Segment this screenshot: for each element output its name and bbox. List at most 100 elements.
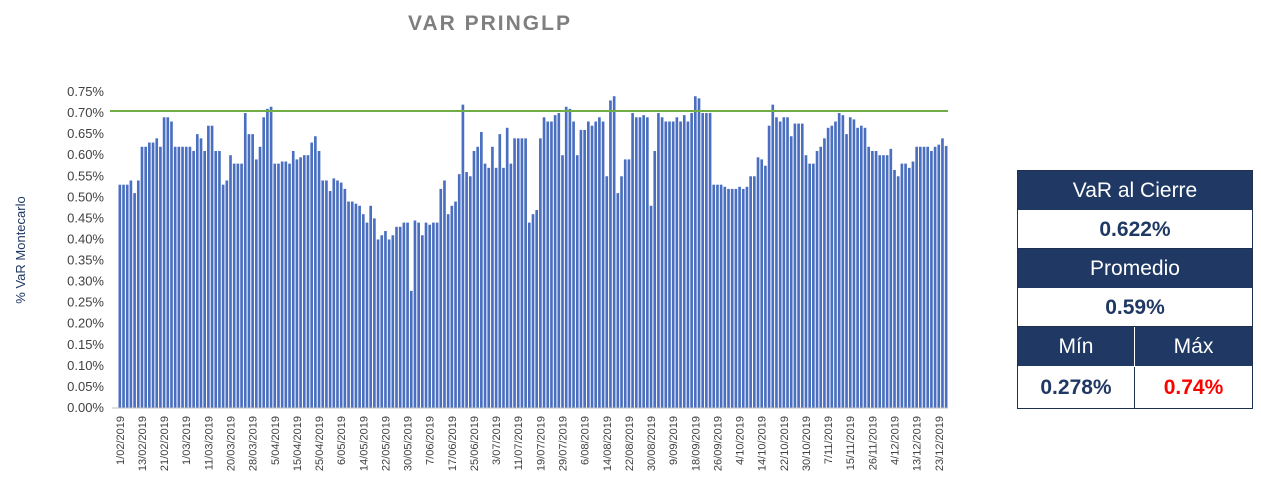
bar [904,163,907,408]
bar [598,117,601,408]
bar [516,138,520,408]
bar [557,113,561,409]
bar [941,138,944,408]
bar [609,100,612,408]
bar [365,222,369,408]
y-tick-label: 0.35% [67,253,104,268]
bar [225,180,229,408]
bar [491,146,494,409]
bar [184,146,188,409]
y-tick-label: 0.60% [67,147,104,162]
bar [384,231,387,408]
bar [812,163,815,408]
bar [195,134,199,408]
y-tick-label: 0.65% [67,126,104,141]
bar [476,146,479,409]
x-tick-label: 7/06/2019 [425,416,437,465]
bar [465,172,468,408]
bar [819,146,823,409]
bar [159,146,162,409]
bar [741,188,745,408]
bar [723,186,727,408]
bar [243,113,247,409]
x-tick-label: 7/11/2019 [823,416,835,464]
bar [284,161,288,408]
bar [203,150,207,408]
bar [136,180,140,408]
bar [583,129,586,409]
bar [391,235,395,408]
bar [125,184,129,408]
bar [863,127,867,409]
x-tick-label: 14/10/2019 [757,416,769,471]
bar [535,209,539,408]
x-tick-label: 26/11/2019 [867,416,879,470]
bar [760,159,764,408]
bar [317,150,321,408]
y-tick-label: 0.20% [67,316,104,331]
bar [144,146,147,409]
bar [568,108,572,408]
bar [778,121,782,408]
bar [874,150,878,408]
bar [428,224,432,408]
bar [395,226,398,408]
bar [553,115,557,408]
bar [439,188,443,408]
bar [299,157,302,408]
bar [594,121,598,408]
bar [409,290,413,408]
bar [358,205,361,408]
bar [907,167,911,408]
bar [605,176,609,408]
bar [634,117,638,408]
bar [509,163,513,408]
x-tick-label: 25/06/2019 [469,416,481,471]
x-tick-label: 4/10/2019 [735,416,747,465]
bar [314,136,317,409]
y-tick-label: 0.10% [67,358,104,373]
bar [693,96,697,409]
x-tick-label: 6/08/2019 [580,416,592,465]
minmax-header: Mín Máx [1018,327,1252,367]
x-tick-label: 11/03/2019 [203,416,215,470]
y-tick-label: 0.05% [67,379,104,394]
bar [627,159,631,408]
x-tick-label: 13/02/2019 [137,416,149,471]
bar [679,121,682,408]
bar [118,184,122,408]
bar [483,163,487,408]
bar [133,193,136,408]
x-tick-label: 14/05/2019 [358,416,370,471]
bar [347,201,350,408]
bar [421,235,424,408]
bar [354,203,358,408]
bar [701,113,705,409]
bar [657,113,660,409]
bar [561,155,564,408]
bar [424,222,428,408]
bar [432,222,435,408]
bar [749,176,752,408]
bar [922,146,926,409]
bar [575,155,579,408]
x-tick-label: 30/10/2019 [801,416,813,471]
bar [258,146,262,409]
x-tick-label: 14/08/2019 [602,416,614,471]
bar [631,113,634,409]
bar [716,184,719,408]
chart: VAR PRINGLP % VaR Montecarlo 0.00% 0.05% 0… [13,12,948,471]
bar [472,150,476,408]
x-tick-label: 15/04/2019 [292,416,304,471]
bar [277,163,280,408]
bar [207,125,210,408]
bar [417,222,420,408]
y-tick-label: 0.30% [67,274,104,289]
x-tick-label: 25/04/2019 [314,416,326,471]
bar [793,123,797,408]
x-tick-label: 29/07/2019 [558,416,570,471]
bar [764,165,767,408]
bar [166,117,170,408]
bar [642,115,645,408]
bar [767,125,771,408]
